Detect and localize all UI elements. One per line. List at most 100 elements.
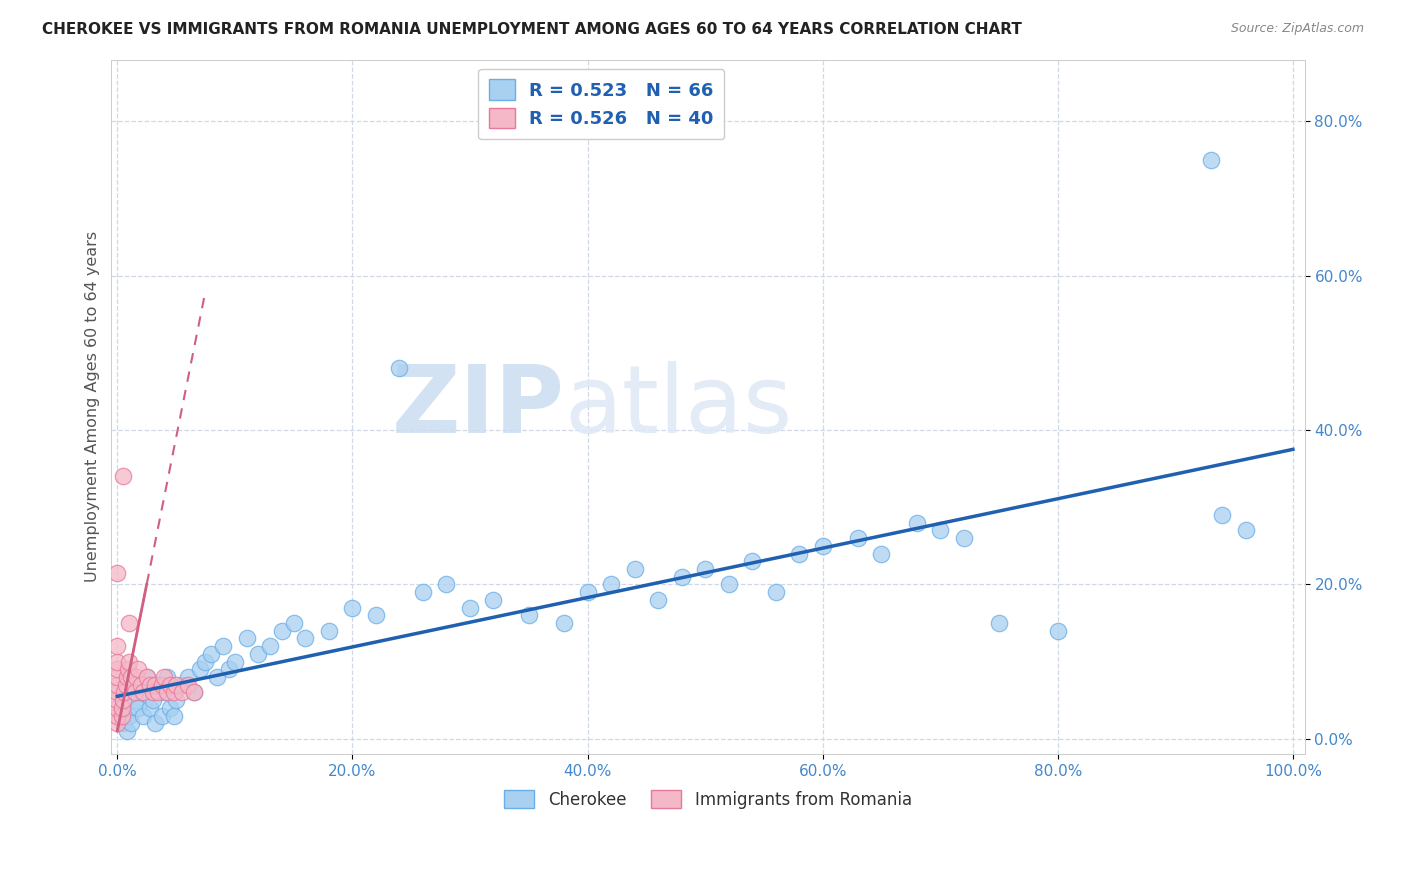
Point xyxy=(177,670,200,684)
Text: ZIP: ZIP xyxy=(392,361,565,453)
Point xyxy=(671,570,693,584)
Point xyxy=(200,647,222,661)
Point xyxy=(143,716,166,731)
Point xyxy=(235,632,257,646)
Point xyxy=(150,678,173,692)
Point xyxy=(105,678,128,692)
Point xyxy=(132,708,155,723)
Point xyxy=(135,670,157,684)
Point xyxy=(247,647,270,661)
Point xyxy=(117,662,139,676)
Point xyxy=(139,701,162,715)
Point xyxy=(115,670,138,684)
Point xyxy=(224,655,246,669)
Point xyxy=(105,655,128,669)
Point xyxy=(105,716,128,731)
Point xyxy=(183,685,205,699)
Point xyxy=(115,724,138,739)
Point xyxy=(188,662,211,676)
Point xyxy=(482,592,505,607)
Point xyxy=(294,632,316,646)
Point xyxy=(111,708,134,723)
Point xyxy=(870,547,893,561)
Point xyxy=(139,678,162,692)
Point xyxy=(1046,624,1069,638)
Point xyxy=(364,608,387,623)
Point xyxy=(952,531,974,545)
Point xyxy=(127,662,149,676)
Point xyxy=(929,524,952,538)
Point xyxy=(156,670,179,684)
Point xyxy=(436,577,458,591)
Point xyxy=(112,469,135,483)
Point xyxy=(205,670,228,684)
Point xyxy=(600,577,623,591)
Point xyxy=(765,585,787,599)
Point xyxy=(163,708,186,723)
Point xyxy=(846,531,869,545)
Point xyxy=(135,670,157,684)
Point xyxy=(183,685,205,699)
Point xyxy=(153,685,176,699)
Point xyxy=(120,716,142,731)
Point xyxy=(129,678,152,692)
Point xyxy=(1199,153,1222,167)
Point xyxy=(105,685,128,699)
Point xyxy=(517,608,540,623)
Point xyxy=(111,701,134,715)
Point xyxy=(105,693,128,707)
Point xyxy=(623,562,645,576)
Point xyxy=(150,708,173,723)
Point xyxy=(787,547,810,561)
Point xyxy=(127,701,149,715)
Point xyxy=(124,693,146,707)
Point xyxy=(717,577,740,591)
Point xyxy=(105,670,128,684)
Point xyxy=(318,624,340,638)
Point xyxy=(122,678,145,692)
Point xyxy=(553,615,575,630)
Point xyxy=(159,678,181,692)
Point xyxy=(388,361,411,376)
Point xyxy=(118,655,141,669)
Text: Source: ZipAtlas.com: Source: ZipAtlas.com xyxy=(1230,22,1364,36)
Text: CHEROKEE VS IMMIGRANTS FROM ROMANIA UNEMPLOYMENT AMONG AGES 60 TO 64 YEARS CORRE: CHEROKEE VS IMMIGRANTS FROM ROMANIA UNEM… xyxy=(42,22,1022,37)
Point xyxy=(120,670,142,684)
Point xyxy=(165,678,187,692)
Point xyxy=(988,615,1011,630)
Point xyxy=(118,708,141,723)
Point xyxy=(1234,524,1257,538)
Point xyxy=(132,685,155,699)
Point xyxy=(647,592,669,607)
Point xyxy=(105,566,128,580)
Point xyxy=(159,701,181,715)
Point xyxy=(153,670,176,684)
Point xyxy=(170,685,193,699)
Point xyxy=(1211,508,1233,522)
Point xyxy=(218,662,240,676)
Point xyxy=(105,662,128,676)
Point xyxy=(156,685,179,699)
Point xyxy=(163,685,186,699)
Point xyxy=(142,693,165,707)
Point xyxy=(342,600,364,615)
Point xyxy=(741,554,763,568)
Point xyxy=(112,716,135,731)
Point xyxy=(114,678,136,692)
Point xyxy=(148,685,170,699)
Point xyxy=(143,678,166,692)
Point xyxy=(105,708,128,723)
Point xyxy=(576,585,599,599)
Point xyxy=(105,639,128,653)
Point xyxy=(811,539,834,553)
Y-axis label: Unemployment Among Ages 60 to 64 years: Unemployment Among Ages 60 to 64 years xyxy=(86,231,100,582)
Point xyxy=(125,670,148,684)
Point xyxy=(170,678,193,692)
Point xyxy=(142,685,165,699)
Point xyxy=(259,639,281,653)
Point xyxy=(270,624,292,638)
Point xyxy=(165,693,187,707)
Point xyxy=(148,678,170,692)
Point xyxy=(458,600,481,615)
Point xyxy=(212,639,235,653)
